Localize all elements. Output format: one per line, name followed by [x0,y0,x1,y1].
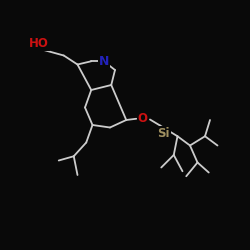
Text: HO: HO [29,37,48,50]
Text: O: O [138,112,147,125]
Text: N: N [98,55,109,68]
Text: Si: Si [158,127,170,140]
